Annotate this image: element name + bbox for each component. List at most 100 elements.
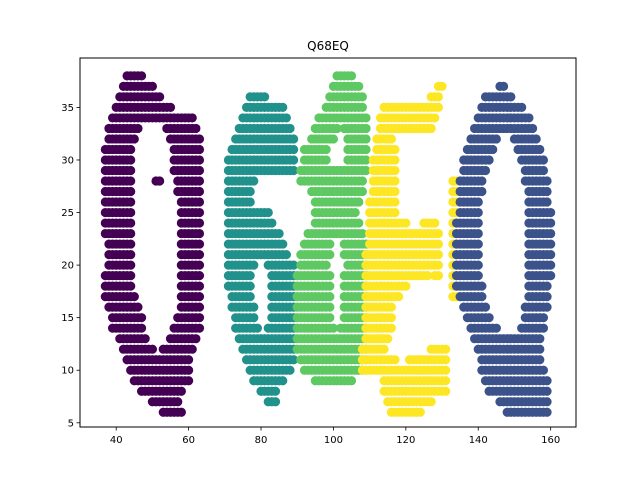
data-point [184, 376, 194, 386]
data-point [546, 207, 556, 218]
x-tick-label: 160 [541, 435, 560, 446]
data-point [267, 218, 277, 228]
x-tick-label: 40 [110, 435, 123, 446]
data-point [126, 271, 136, 281]
data-point [361, 155, 371, 165]
data-point [126, 218, 136, 228]
data-point [194, 281, 205, 291]
data-point [194, 186, 205, 197]
data-point [546, 228, 556, 239]
data-point [426, 123, 436, 134]
data-point [289, 260, 299, 270]
data-point [194, 249, 205, 260]
data-point [542, 302, 552, 312]
data-point [524, 113, 534, 123]
data-point [484, 155, 494, 165]
data-point [173, 397, 183, 407]
series-1 [223, 92, 299, 407]
data-point [361, 144, 371, 155]
data-point [542, 407, 552, 417]
data-point [473, 207, 483, 218]
data-point [245, 186, 255, 197]
data-point [194, 197, 205, 207]
data-point [484, 313, 494, 323]
data-point [328, 134, 339, 144]
data-point [245, 281, 255, 291]
y-tick-label: 10 [61, 366, 74, 377]
data-point [289, 355, 299, 365]
data-point [390, 197, 400, 207]
data-point [473, 197, 483, 207]
data-point [473, 239, 483, 249]
data-point [194, 292, 205, 302]
y-tick-label: 15 [61, 313, 74, 324]
data-point [249, 260, 259, 270]
data-point [289, 165, 299, 176]
data-point [133, 302, 143, 312]
data-point [289, 155, 299, 165]
data-point [531, 134, 541, 144]
data-point [187, 113, 197, 123]
data-point [433, 228, 444, 239]
data-point [249, 302, 259, 312]
data-point [285, 365, 295, 375]
data-point [136, 71, 147, 81]
data-point [498, 81, 509, 91]
data-point [441, 386, 451, 396]
data-point [477, 281, 487, 291]
data-point [538, 323, 549, 333]
data-point [126, 207, 136, 218]
data-point [517, 102, 527, 113]
data-point [401, 281, 411, 291]
data-point [194, 176, 205, 186]
data-point [542, 176, 552, 186]
chart-title: Q68EQ [307, 39, 349, 53]
data-point [546, 249, 556, 260]
data-point [441, 355, 451, 365]
y-tick-label: 30 [61, 155, 74, 166]
data-point [194, 323, 205, 333]
data-point [433, 102, 444, 113]
data-point [480, 302, 491, 312]
data-point [129, 292, 139, 302]
data-point [194, 313, 205, 323]
y-tick-label: 20 [61, 261, 74, 272]
data-point [390, 186, 400, 197]
data-point [278, 376, 288, 386]
data-point [361, 134, 371, 144]
data-point [527, 123, 538, 134]
data-point [321, 144, 331, 155]
data-point [473, 260, 483, 270]
data-point [194, 134, 205, 144]
data-point [546, 218, 556, 228]
data-point [415, 407, 425, 417]
data-point [542, 186, 552, 197]
data-point [379, 344, 389, 354]
data-point [542, 376, 552, 386]
data-point [386, 313, 396, 323]
data-point [357, 186, 367, 197]
data-point [252, 323, 262, 333]
data-point [147, 344, 158, 354]
data-point [325, 271, 335, 281]
data-point [126, 197, 136, 207]
data-point [165, 102, 176, 113]
data-point [147, 81, 158, 91]
x-axis: 40 60 80 100 120 140 160 [110, 427, 560, 446]
data-point [354, 197, 364, 207]
data-point [538, 165, 549, 176]
data-point [126, 249, 136, 260]
data-point [155, 176, 165, 186]
data-point [441, 344, 451, 354]
data-point [155, 92, 165, 102]
data-point [126, 144, 136, 155]
data-point [278, 102, 288, 113]
data-point [477, 292, 487, 302]
data-point [430, 113, 440, 123]
data-point [357, 102, 367, 113]
data-point [433, 271, 444, 281]
data-point [285, 123, 295, 134]
data-point [383, 334, 393, 344]
data-point [422, 271, 433, 281]
data-point [346, 376, 357, 386]
